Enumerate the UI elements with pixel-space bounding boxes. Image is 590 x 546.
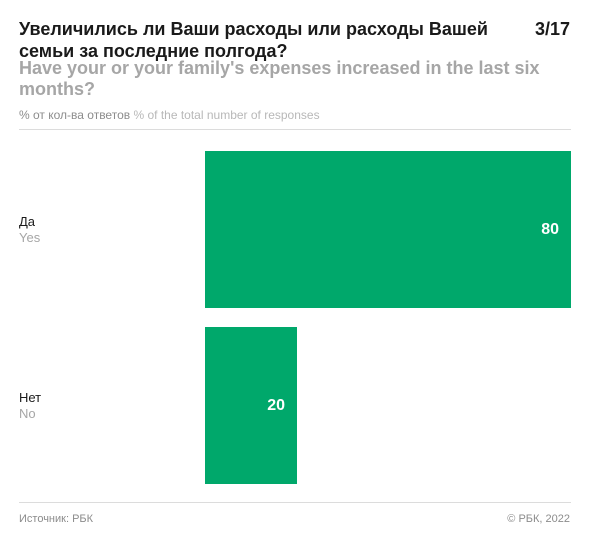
chart-subtitle: Have your or your family's expenses incr… [19, 58, 540, 99]
category-label-ru: Да [19, 213, 36, 229]
category-label-en: No [19, 405, 36, 421]
category-label-ru: Нет [19, 389, 42, 405]
chart-title: Увеличились ли Ваши расходы или расходы … [19, 19, 488, 61]
source-note: Источник: РБК [19, 513, 94, 525]
page-counter: 3/17 [534, 19, 570, 39]
units-note-en: % of the total number of responses [133, 108, 320, 122]
category-label-en: Yes [19, 229, 41, 245]
category-label: Нет No [19, 390, 41, 422]
copyright-note: © РБК, 2022 [507, 513, 570, 525]
units-note-ru: % от кол-ва ответов [19, 108, 131, 122]
bar [205, 151, 571, 308]
bar-value-label: 80 [541, 220, 559, 238]
units-note: % от кол-ва ответов % of the total numbe… [19, 108, 320, 122]
bar-value-label: 20 [267, 396, 285, 414]
bottom-divider [19, 502, 571, 503]
top-divider [19, 129, 571, 130]
category-label: Да Yes [19, 214, 40, 246]
bar [205, 327, 297, 484]
